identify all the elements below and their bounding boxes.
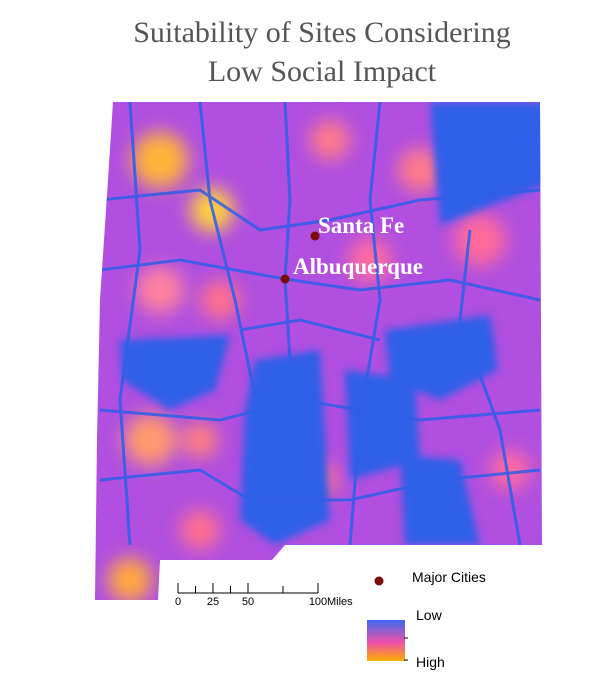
city-marker	[310, 231, 320, 241]
scale-unit: Miles	[327, 596, 353, 608]
legend-label: Major Cities	[412, 569, 486, 585]
title-line: Low Social Impact	[208, 55, 437, 88]
city-marker	[280, 274, 290, 284]
city-label: Albuquerque	[293, 254, 423, 279]
legend-high: High	[416, 654, 445, 670]
legend-low: Low	[416, 607, 443, 623]
scale-tick-label: 25	[207, 596, 219, 608]
title-line: Suitability of Sites Considering	[133, 16, 511, 49]
legend-gradient	[367, 620, 405, 661]
legend-city-marker	[374, 576, 384, 586]
scale-tick-label: 100	[309, 596, 327, 608]
scale-tick-label: 50	[242, 596, 254, 608]
scale-tick-label: 0	[175, 596, 181, 608]
suitability-raster	[95, 102, 542, 600]
city-label: Santa Fe	[318, 213, 404, 238]
